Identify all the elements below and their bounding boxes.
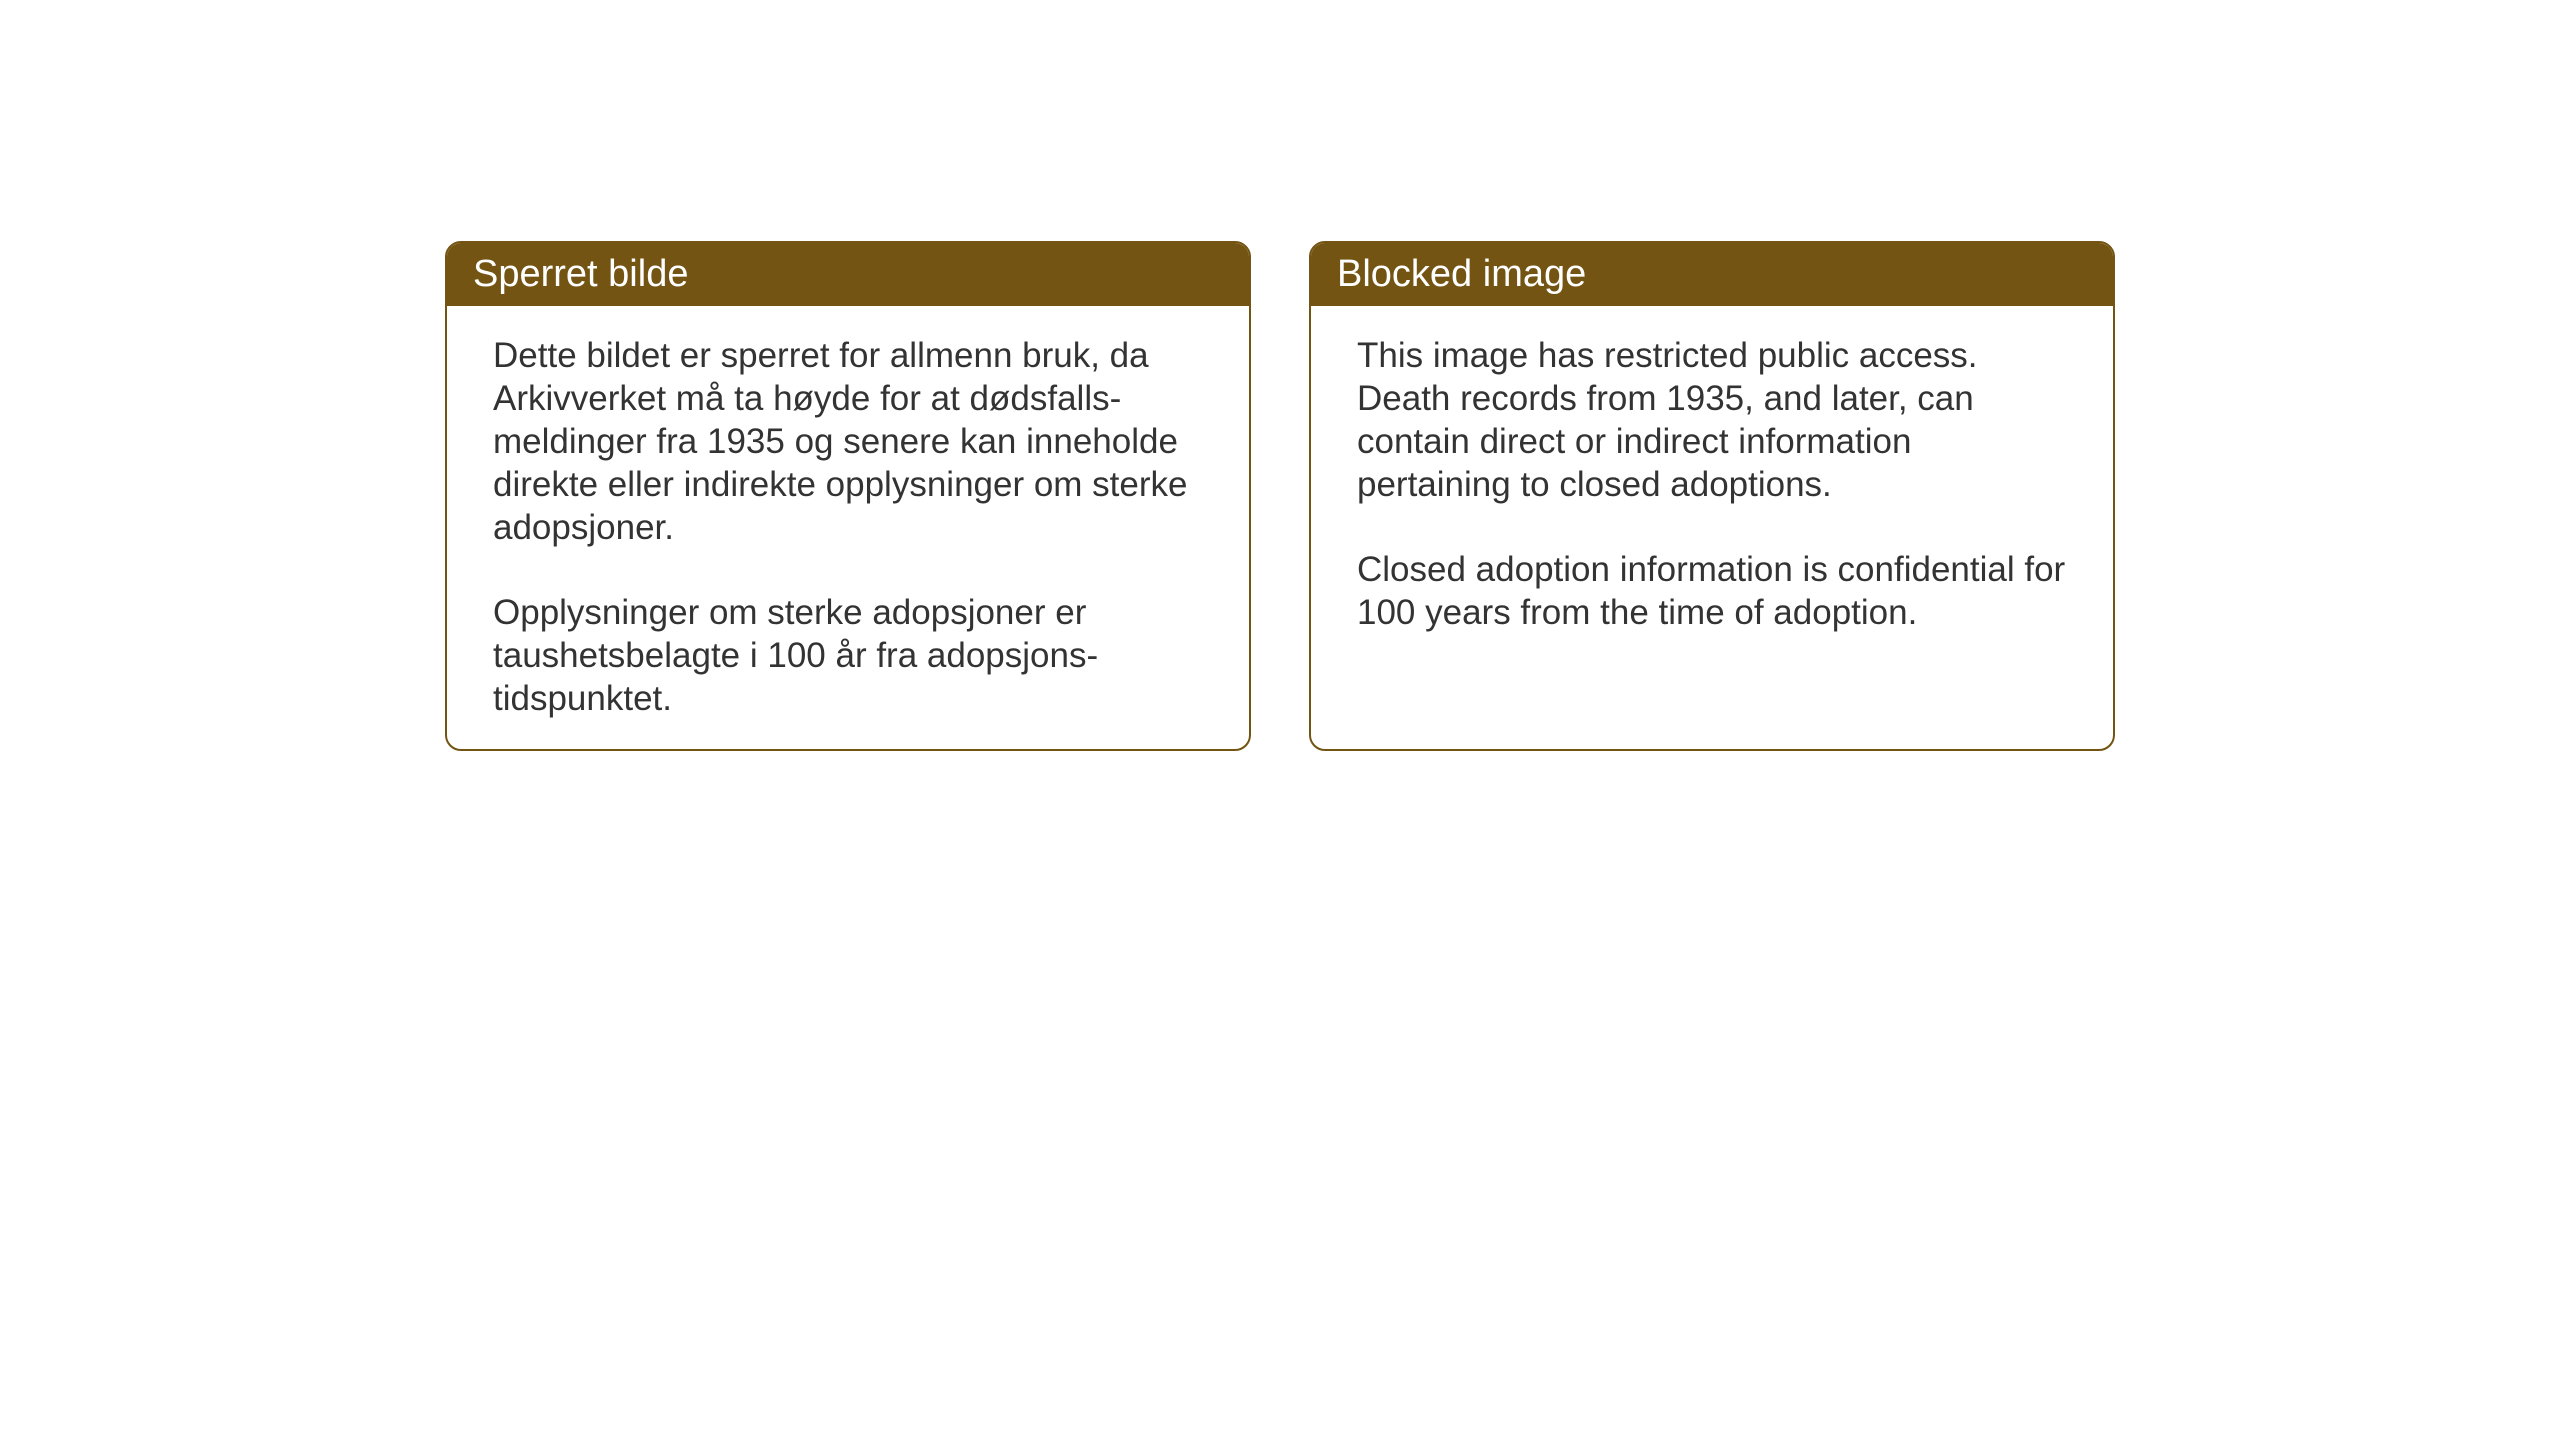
english-card-header: Blocked image <box>1311 243 2113 306</box>
cards-container: Sperret bilde Dette bildet er sperret fo… <box>445 241 2115 751</box>
english-paragraph-1: This image has restricted public access.… <box>1357 334 2067 506</box>
norwegian-paragraph-2: Opplysninger om sterke adopsjoner er tau… <box>493 591 1203 720</box>
english-card-body: This image has restricted public access.… <box>1311 306 2113 670</box>
english-paragraph-2: Closed adoption information is confident… <box>1357 548 2067 634</box>
norwegian-paragraph-1: Dette bildet er sperret for allmenn bruk… <box>493 334 1203 549</box>
norwegian-card-title: Sperret bilde <box>473 253 688 295</box>
norwegian-card: Sperret bilde Dette bildet er sperret fo… <box>445 241 1251 751</box>
english-card: Blocked image This image has restricted … <box>1309 241 2115 751</box>
norwegian-card-body: Dette bildet er sperret for allmenn bruk… <box>447 306 1249 751</box>
norwegian-card-header: Sperret bilde <box>447 243 1249 306</box>
english-card-title: Blocked image <box>1337 253 1586 295</box>
